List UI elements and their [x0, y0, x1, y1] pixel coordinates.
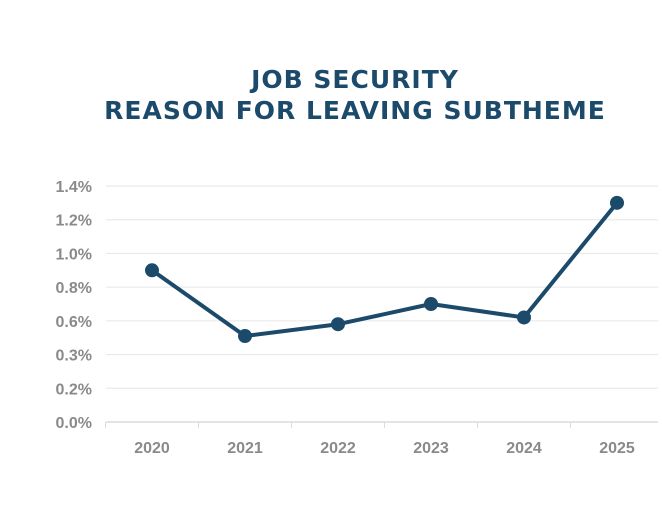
chart-title-line-2: REASON FOR LEAVING SUBTHEME	[104, 96, 606, 125]
x-tick-label: 2024	[506, 440, 542, 457]
x-tick-label: 2021	[227, 440, 263, 457]
y-tick-label: 1.4%	[56, 179, 92, 196]
series-line	[150, 200, 619, 339]
x-tick-label: 2023	[413, 440, 449, 457]
series	[145, 195, 624, 344]
y-axis-tick-labels: 0.0% 0.2% 0.3% 0.6% 0.8% 1.0% 1.2% 1.4%	[56, 179, 92, 432]
chart-title-line-1: JOB SECURITY	[249, 65, 459, 94]
data-point	[145, 263, 159, 278]
y-tick-label: 0.2%	[56, 381, 92, 398]
data-point	[610, 195, 624, 210]
y-tick-label: 0.0%	[56, 415, 92, 432]
y-tick-label: 1.0%	[56, 246, 92, 263]
y-tick-label: 1.2%	[56, 213, 92, 230]
data-point	[517, 310, 531, 325]
data-point	[331, 317, 345, 332]
x-axis	[105, 421, 658, 428]
x-tick-label: 2025	[599, 440, 635, 457]
y-tick-label: 0.3%	[56, 348, 92, 365]
data-point	[238, 329, 252, 344]
x-axis-tick-labels: 2020 2021 2022 2023 2024 2025	[134, 440, 635, 457]
y-tick-label: 0.8%	[56, 280, 92, 297]
x-tick-label: 2022	[320, 440, 356, 457]
data-point	[424, 297, 438, 311]
gridlines	[106, 185, 658, 389]
y-tick-label: 0.6%	[56, 314, 92, 331]
x-tick-label: 2020	[134, 440, 170, 457]
